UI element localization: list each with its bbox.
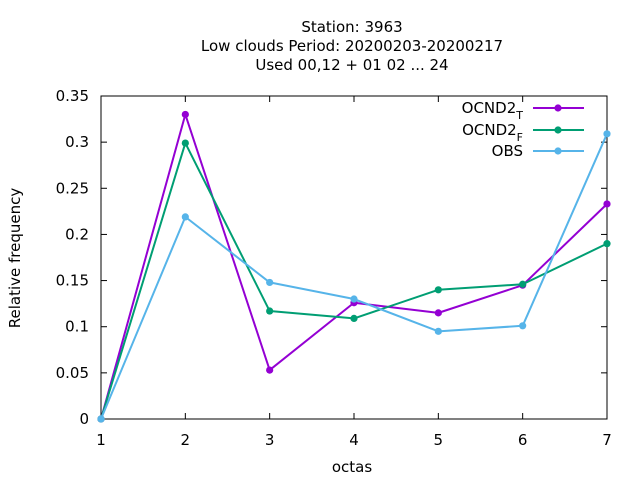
legend-swatch-marker <box>554 126 562 134</box>
x-tick-label: 5 <box>434 431 444 449</box>
data-point <box>519 322 527 330</box>
legend-subscript: F <box>517 131 523 144</box>
series-line <box>100 113 608 420</box>
data-point <box>603 240 611 248</box>
y-tick-label: 0 <box>79 410 89 428</box>
data-point <box>434 327 442 335</box>
data-point <box>519 280 527 288</box>
y-tick-label: 0.05 <box>56 364 89 382</box>
legend-entry-3: OBS <box>492 142 584 160</box>
chart-title: Station: 3963 Low clouds Period: 2020020… <box>201 18 503 74</box>
data-point <box>266 307 274 315</box>
series-1 <box>97 110 611 423</box>
data-point <box>181 110 189 119</box>
y-tick-label: 0.1 <box>65 318 89 336</box>
y-tick-label: 0.35 <box>56 87 89 105</box>
title-line-2: Low clouds Period: 20200203-20200217 <box>201 37 503 55</box>
series-3 <box>97 130 611 423</box>
data-point <box>434 286 442 294</box>
legend-swatch-marker <box>554 104 562 112</box>
x-tick-label: 6 <box>518 431 528 449</box>
x-tick-label: 3 <box>265 431 275 449</box>
title-line-3: Used 00,12 + 01 02 ... 24 <box>255 56 448 74</box>
data-point <box>603 200 611 208</box>
legend-entry-1: OCND2T <box>462 99 584 122</box>
data-point <box>266 278 274 287</box>
x-tick-label: 7 <box>602 431 612 449</box>
data-point <box>603 130 611 138</box>
title-line-1: Station: 3963 <box>301 18 402 36</box>
legend-subscript: T <box>515 109 523 122</box>
axis-ticks: 0 0.05 0.1 0.15 0.2 0.25 0.3 0.35 1 2 3 4 5 6 7 <box>56 87 612 449</box>
series-2 <box>97 139 611 423</box>
data-point <box>97 415 105 423</box>
x-tick-label: 2 <box>181 431 191 449</box>
x-tick-label: 1 <box>96 431 106 449</box>
y-tick-label: 0.3 <box>65 133 89 151</box>
legend-label: OCND2F <box>462 121 523 144</box>
data-point <box>181 213 189 221</box>
series-layer <box>97 110 611 423</box>
y-tick-label: 0.25 <box>56 179 89 197</box>
plot-frame <box>100 95 608 420</box>
data-point <box>181 139 189 147</box>
data-point <box>350 314 358 323</box>
y-axis-label: Relative frequency <box>6 188 24 329</box>
data-point <box>434 309 442 317</box>
series-line <box>100 142 608 420</box>
x-tick-label: 4 <box>349 431 359 449</box>
legend-label: OBS <box>492 142 523 160</box>
y-tick-label: 0.15 <box>56 272 89 290</box>
y-tick-label: 0.2 <box>65 225 89 243</box>
data-point <box>266 366 274 374</box>
data-point <box>350 295 358 303</box>
legend-label: OCND2T <box>462 99 524 122</box>
x-axis-label: octas <box>332 458 372 476</box>
legend-entry-2: OCND2F <box>462 121 584 144</box>
legend-swatch-marker <box>554 147 562 155</box>
